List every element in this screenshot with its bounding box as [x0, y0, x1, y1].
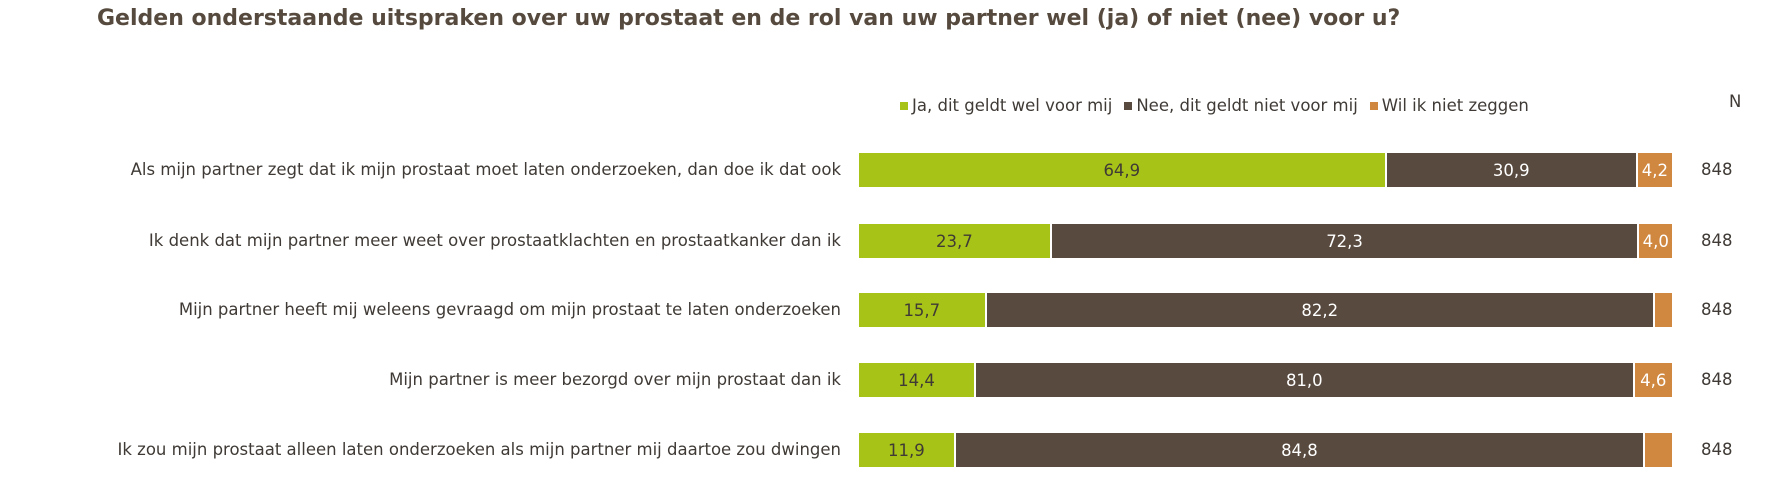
legend-swatch	[900, 101, 908, 110]
data-label: 14,4	[898, 370, 935, 390]
data-label: 84,8	[1281, 440, 1318, 460]
stacked-bar: 11,9 84,8	[859, 433, 1672, 467]
chart-title: Gelden onderstaande uitspraken over uw p…	[97, 6, 1401, 31]
bar-segment	[1654, 293, 1672, 327]
n-value: 848	[1701, 440, 1733, 459]
bar-segment: 4,6	[1634, 363, 1672, 397]
data-label: 30,9	[1492, 160, 1530, 180]
bar-segment: 15,7	[859, 293, 987, 327]
n-value: 848	[1701, 160, 1733, 179]
category-label: Als mijn partner zegt dat ik mijn prosta…	[130, 160, 841, 179]
data-label: 82,2	[1301, 300, 1339, 320]
bar-segment: 14,4	[859, 363, 977, 397]
bar-segment: 84,8	[955, 433, 1646, 467]
stacked-bar: 64,9 30,9 4,2	[859, 153, 1672, 187]
legend-item: Nee, dit geldt niet voor mij	[1124, 96, 1358, 115]
n-column-header: N	[1729, 92, 1742, 111]
data-label: 23,7	[935, 231, 973, 251]
data-label: 15,7	[903, 300, 941, 320]
category-label: Ik denk dat mijn partner meer weet over …	[148, 231, 841, 250]
bar-segment: 64,9	[859, 153, 1387, 187]
data-label: 4,2	[1641, 160, 1669, 180]
bar-segment: 30,9	[1386, 153, 1638, 187]
category-label: Ik zou mijn prostaat alleen laten onderz…	[117, 440, 842, 459]
data-label: 4,6	[1640, 370, 1667, 390]
legend-item: Ja, dit geldt wel voor mij	[900, 96, 1112, 115]
legend-swatch	[1369, 101, 1378, 110]
data-label: 72,3	[1326, 231, 1363, 251]
legend: Ja, dit geldt wel voor mij Nee, dit geldt…	[900, 96, 1529, 115]
bar-row: Ik denk dat mijn partner meer weet over …	[0, 224, 1790, 258]
bar-segment: 81,0	[976, 363, 1635, 397]
bar-segment: 72,3	[1051, 224, 1640, 258]
stacked-bar: 23,7 72,3 4,0	[859, 224, 1672, 258]
stacked-bar: 15,7 82,2	[859, 293, 1672, 327]
n-value: 848	[1701, 300, 1733, 319]
bar-row: Ik zou mijn prostaat alleen laten onderz…	[0, 433, 1790, 467]
bar-segment: 11,9	[859, 433, 956, 467]
n-value: 848	[1701, 231, 1733, 250]
n-value: 848	[1701, 370, 1733, 389]
category-label: Mijn partner is meer bezorgd over mijn p…	[389, 370, 841, 389]
legend-swatch	[1124, 101, 1133, 110]
legend-label: Ja, dit geldt wel voor mij	[912, 96, 1113, 115]
data-label: 81,0	[1285, 370, 1323, 390]
bar-row: Mijn partner heeft mij weleens gevraagd …	[0, 293, 1790, 327]
bar-segment: 4,2	[1637, 153, 1672, 187]
bar-row: Mijn partner is meer bezorgd over mijn p…	[0, 363, 1790, 397]
bar-segment	[1645, 433, 1672, 467]
data-label: 11,9	[887, 440, 925, 460]
bar-row: Als mijn partner zegt dat ik mijn prosta…	[0, 153, 1790, 187]
stacked-bar: 14,4 81,0 4,6	[859, 363, 1672, 397]
data-label: 64,9	[1103, 160, 1141, 180]
data-label: 4,0	[1642, 231, 1669, 251]
bar-segment: 4,0	[1639, 224, 1672, 258]
legend-label: Wil ik niet zeggen	[1381, 96, 1529, 115]
legend-label: Nee, dit geldt niet voor mij	[1136, 96, 1358, 115]
category-label: Mijn partner heeft mij weleens gevraagd …	[178, 300, 841, 319]
legend-item: Wil ik niet zeggen	[1369, 96, 1529, 115]
bar-segment: 23,7	[859, 224, 1052, 258]
bar-segment: 82,2	[986, 293, 1655, 327]
